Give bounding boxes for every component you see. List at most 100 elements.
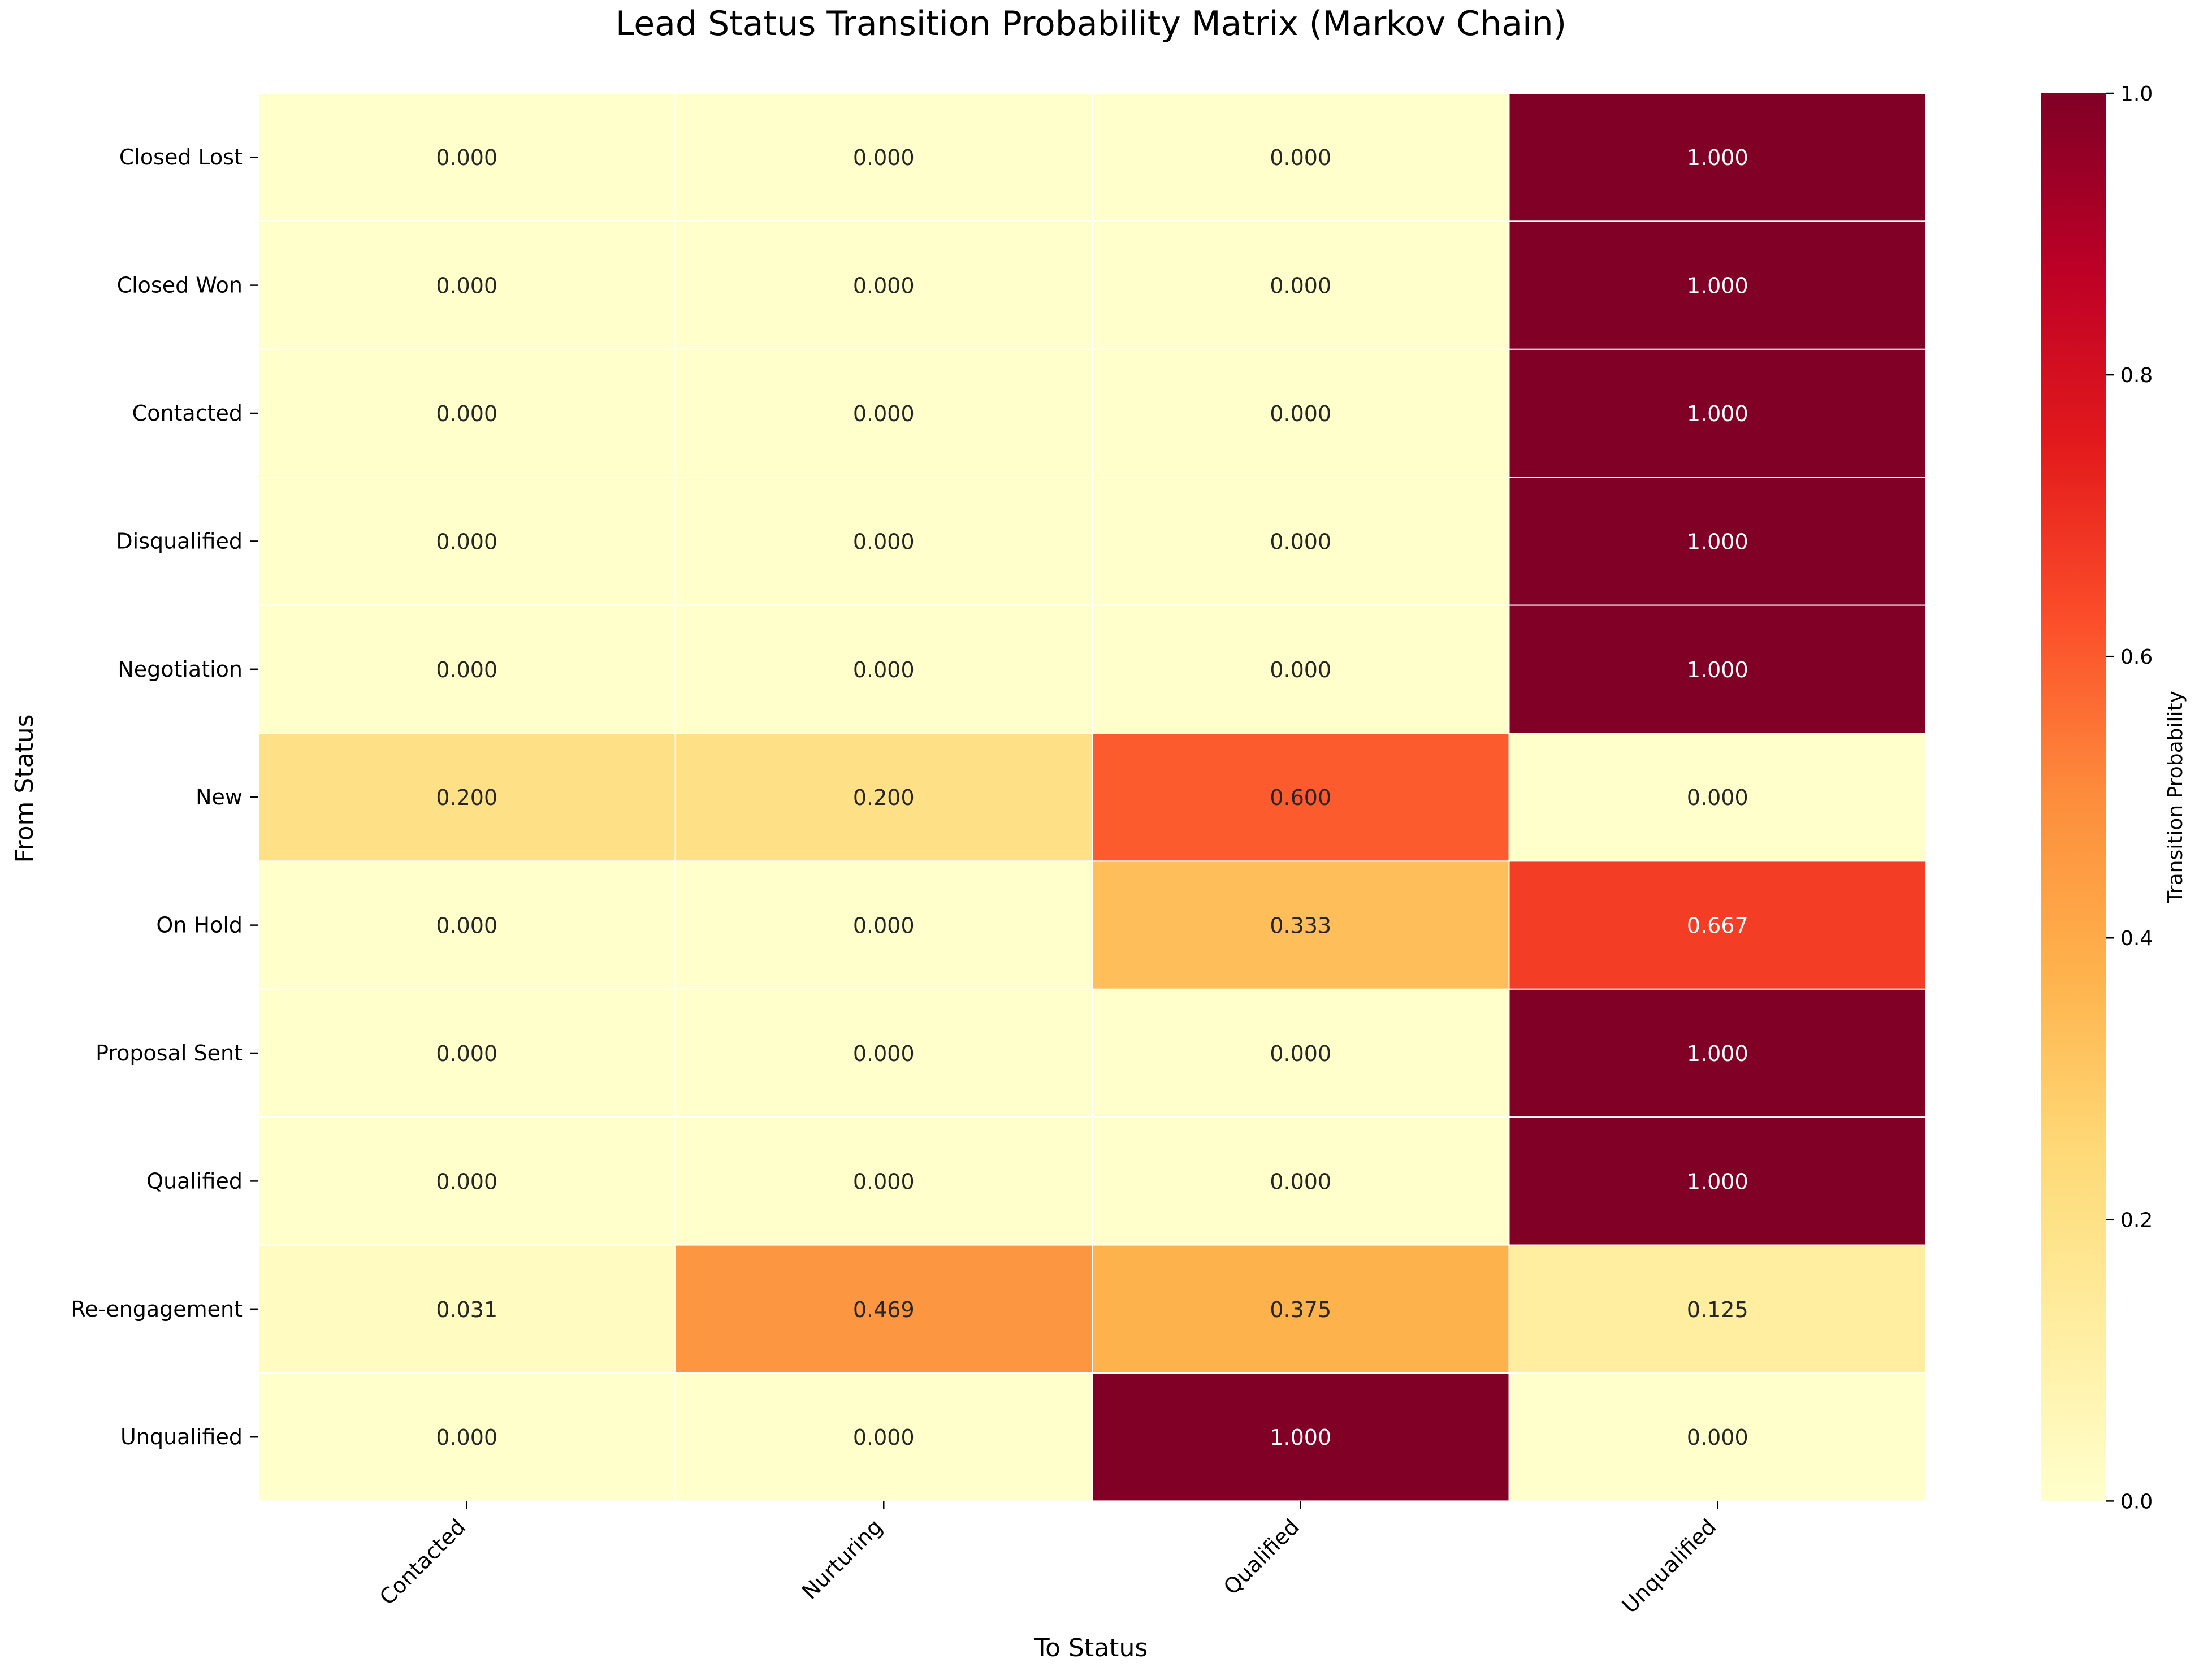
cell-value-label: 0.600 bbox=[1270, 785, 1331, 810]
colorbar-ticks: 0.0 0.2 0.4 0.6 0.8 1.0 bbox=[2106, 83, 2153, 1513]
cell-value-label: 0.000 bbox=[436, 1041, 497, 1066]
heatmap-cell bbox=[1092, 733, 1510, 862]
heatmap-cell bbox=[1508, 1372, 1927, 1502]
cell-value-label: 1.000 bbox=[1270, 1425, 1331, 1450]
cell-value-label: 0.667 bbox=[1687, 913, 1748, 938]
cell-value-label: 0.000 bbox=[1687, 785, 1748, 810]
cell-value-label: 0.000 bbox=[1270, 274, 1331, 298]
heatmap-cell bbox=[1508, 1116, 1927, 1246]
heatmap-cell bbox=[1092, 604, 1510, 734]
y-axis-ticks: Closed Lost Closed Won Contacted Disqualifi… bbox=[71, 145, 258, 1449]
cell-value-label: 0.000 bbox=[436, 1169, 497, 1194]
cell-value-label: 0.000 bbox=[1270, 401, 1331, 426]
cell-value-label: 0.000 bbox=[1270, 657, 1331, 682]
cell-value-label: 1.000 bbox=[1687, 1169, 1748, 1194]
y-tick-label: On Hold bbox=[156, 913, 243, 938]
colorbar-tick-label: 0.0 bbox=[2120, 1490, 2153, 1513]
y-tick-label: Unqualified bbox=[120, 1424, 243, 1449]
y-tick-label: Qualified bbox=[146, 1168, 243, 1193]
cell-value-label: 0.000 bbox=[853, 1169, 915, 1194]
heatmap-cell bbox=[1508, 860, 1927, 990]
cell-value-label: 0.000 bbox=[1270, 145, 1331, 170]
heatmap-cell bbox=[1508, 220, 1927, 350]
heatmap-cell bbox=[258, 860, 676, 990]
cell-value-label: 0.000 bbox=[436, 529, 497, 554]
heatmap-cell bbox=[1508, 1244, 1927, 1374]
y-tick-label: Negotiation bbox=[118, 657, 243, 682]
heatmap-cell bbox=[258, 220, 676, 350]
colorbar-tick-label: 0.8 bbox=[2120, 364, 2153, 387]
heatmap-cell bbox=[674, 1372, 1093, 1502]
cell-value-label: 0.000 bbox=[853, 657, 915, 682]
heatmap-cell bbox=[258, 604, 676, 734]
heatmap-cell bbox=[1092, 1116, 1510, 1246]
heatmap-cell bbox=[1092, 93, 1510, 222]
x-tick-label: Qualified bbox=[1219, 1514, 1304, 1600]
heatmap-cell bbox=[1508, 604, 1927, 734]
cell-value-label: 0.000 bbox=[436, 657, 497, 682]
heatmap-cell bbox=[1508, 348, 1927, 478]
cell-value-label: 0.000 bbox=[436, 913, 497, 938]
cell-value-label: 0.000 bbox=[436, 274, 497, 298]
cell-value-label: 0.000 bbox=[853, 1041, 915, 1066]
heatmap-cell bbox=[674, 860, 1093, 990]
heatmap-cell bbox=[674, 733, 1093, 862]
cell-value-label: 0.000 bbox=[853, 529, 915, 554]
cell-value-label: 1.000 bbox=[1687, 274, 1748, 298]
heatmap-cell bbox=[674, 93, 1093, 222]
cell-value-label: 1.000 bbox=[1687, 1041, 1748, 1066]
heatmap-cell bbox=[674, 477, 1093, 606]
cell-value-label: 0.031 bbox=[436, 1297, 497, 1322]
y-tick-label: Disqualified bbox=[116, 529, 243, 553]
cell-value-label: 0.375 bbox=[1270, 1297, 1331, 1322]
cell-value-label: 0.000 bbox=[1270, 1041, 1331, 1066]
y-tick-label: Closed Won bbox=[117, 273, 243, 298]
chart-title: Lead Status Transition Probability Matri… bbox=[616, 4, 1566, 44]
cell-value-label: 0.200 bbox=[853, 785, 915, 810]
colorbar-tick-label: 0.4 bbox=[2120, 927, 2153, 950]
heatmap-cell bbox=[258, 1244, 676, 1374]
cell-value-label: 0.000 bbox=[1687, 1425, 1748, 1450]
heatmap-cell bbox=[1508, 733, 1927, 862]
cell-value-label: 0.000 bbox=[436, 401, 497, 426]
colorbar-tick-label: 1.0 bbox=[2120, 83, 2153, 106]
heatmap-cell bbox=[258, 477, 676, 606]
heatmap-cell bbox=[1092, 220, 1510, 350]
heatmap-cell bbox=[674, 220, 1093, 350]
cell-value-label: 1.000 bbox=[1687, 529, 1748, 554]
cell-value-label: 0.000 bbox=[853, 145, 915, 170]
cell-value-label: 1.000 bbox=[1687, 657, 1748, 682]
heatmap-cell bbox=[1092, 1244, 1510, 1374]
x-tick-label: Unqualified bbox=[1617, 1514, 1721, 1618]
cell-value-label: 0.000 bbox=[436, 145, 497, 170]
heatmap-cell bbox=[258, 988, 676, 1118]
heatmap-cell bbox=[1092, 860, 1510, 990]
colorbar-tick-label: 0.6 bbox=[2120, 646, 2153, 669]
y-tick-label: Closed Lost bbox=[119, 145, 243, 170]
colorbar-tick-label: 0.2 bbox=[2120, 1209, 2153, 1232]
heatmap-cell bbox=[674, 1116, 1093, 1246]
cell-value-label: 0.333 bbox=[1270, 913, 1331, 938]
x-tick-label: Contacted bbox=[375, 1514, 470, 1610]
cell-value-label: 0.000 bbox=[1270, 1169, 1331, 1194]
cell-value-label: 0.000 bbox=[853, 913, 915, 938]
cell-value-label: 0.000 bbox=[436, 1425, 497, 1450]
x-axis-label: To Status bbox=[1034, 1634, 1148, 1662]
colorbar bbox=[2041, 93, 2106, 1501]
x-tick-label: Nurturing bbox=[797, 1514, 887, 1604]
x-axis-ticks: Contacted Nurturing Qualified Unqualified bbox=[375, 1501, 1721, 1618]
y-tick-label: New bbox=[196, 785, 243, 809]
heatmap-cell bbox=[674, 604, 1093, 734]
heatmap-cell bbox=[1092, 988, 1510, 1118]
cell-value-label: 0.000 bbox=[853, 274, 915, 298]
cell-value-label: 0.125 bbox=[1687, 1297, 1748, 1322]
cell-value-label: 1.000 bbox=[1687, 401, 1748, 426]
heatmap-cell bbox=[258, 733, 676, 862]
cell-value-label: 0.000 bbox=[1270, 529, 1331, 554]
heatmap-cells: 0.000 0.000 0.000 1.000 0.000 0.000 0.000 1.000… bbox=[258, 93, 1927, 1502]
heatmap-cell bbox=[674, 348, 1093, 478]
y-tick-label: Contacted bbox=[132, 401, 243, 426]
cell-value-label: 0.200 bbox=[436, 785, 497, 810]
heatmap-cell bbox=[1092, 477, 1510, 606]
